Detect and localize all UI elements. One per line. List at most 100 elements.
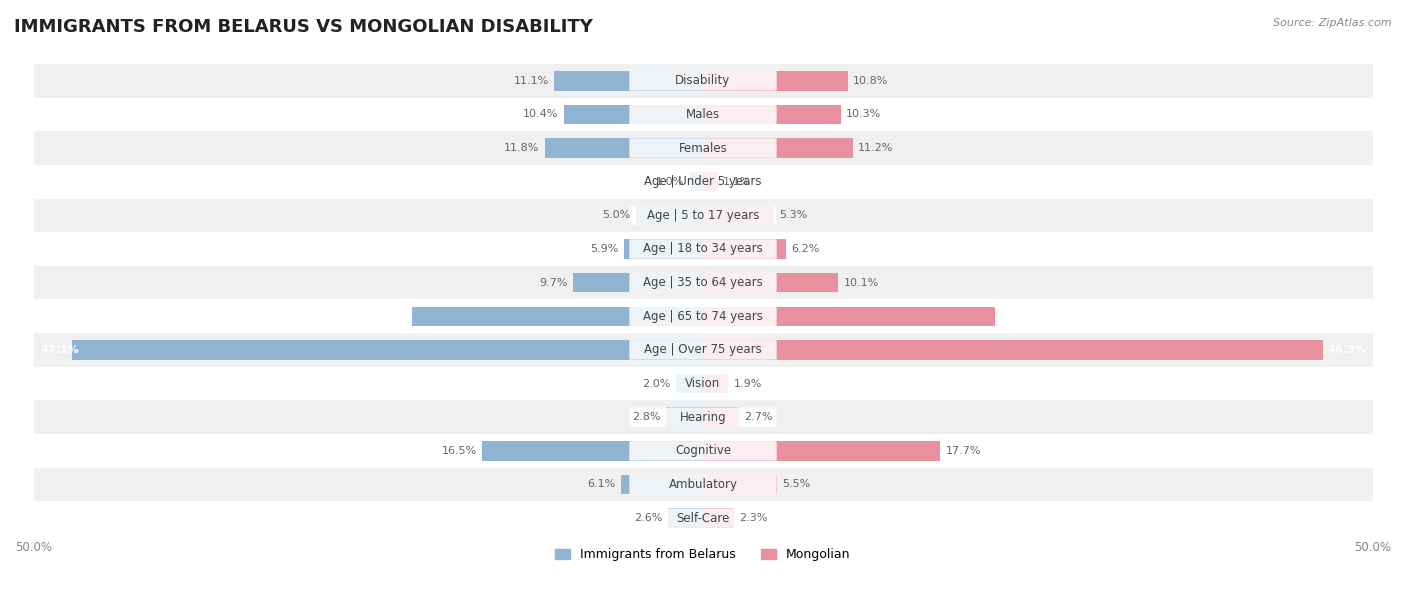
Bar	[703, 138, 853, 158]
Bar	[34, 232, 1372, 266]
Bar	[554, 71, 703, 91]
Bar	[34, 501, 1372, 535]
Text: 1.0%: 1.0%	[657, 177, 685, 187]
Text: Age | 18 to 34 years: Age | 18 to 34 years	[643, 242, 763, 255]
Text: 2.8%: 2.8%	[631, 412, 661, 422]
FancyBboxPatch shape	[630, 307, 776, 326]
Bar	[482, 441, 703, 461]
Text: Age | Over 75 years: Age | Over 75 years	[644, 343, 762, 356]
Text: 5.9%: 5.9%	[591, 244, 619, 254]
Bar	[34, 131, 1372, 165]
Text: 21.8%: 21.8%	[1327, 312, 1365, 321]
Text: 2.0%: 2.0%	[643, 379, 671, 389]
Bar	[621, 475, 703, 494]
Text: 21.7%: 21.7%	[41, 312, 79, 321]
Bar	[668, 509, 703, 528]
Text: Age | 35 to 64 years: Age | 35 to 64 years	[643, 276, 763, 289]
Text: IMMIGRANTS FROM BELARUS VS MONGOLIAN DISABILITY: IMMIGRANTS FROM BELARUS VS MONGOLIAN DIS…	[14, 18, 593, 36]
Text: Ambulatory: Ambulatory	[668, 478, 738, 491]
Bar	[412, 307, 703, 326]
Text: Source: ZipAtlas.com: Source: ZipAtlas.com	[1274, 18, 1392, 28]
Bar	[665, 408, 703, 427]
FancyBboxPatch shape	[630, 206, 776, 225]
Bar	[546, 138, 703, 158]
Text: 11.2%: 11.2%	[858, 143, 894, 153]
Text: 2.6%: 2.6%	[634, 513, 662, 523]
Text: 5.3%: 5.3%	[779, 211, 807, 220]
Text: 5.0%: 5.0%	[602, 211, 631, 220]
Text: Disability: Disability	[675, 74, 731, 88]
FancyBboxPatch shape	[630, 441, 776, 461]
Bar	[34, 165, 1372, 198]
Bar	[703, 475, 776, 494]
Bar	[34, 367, 1372, 400]
FancyBboxPatch shape	[630, 408, 776, 427]
Text: 9.7%: 9.7%	[540, 278, 568, 288]
Text: 10.8%: 10.8%	[853, 76, 889, 86]
Text: 1.9%: 1.9%	[734, 379, 762, 389]
FancyBboxPatch shape	[630, 475, 776, 494]
Legend: Immigrants from Belarus, Mongolian: Immigrants from Belarus, Mongolian	[550, 543, 856, 566]
Text: 6.1%: 6.1%	[588, 479, 616, 490]
Text: 46.3%: 46.3%	[1327, 345, 1365, 355]
Text: 1.1%: 1.1%	[723, 177, 751, 187]
Text: 10.4%: 10.4%	[523, 110, 558, 119]
FancyBboxPatch shape	[630, 105, 776, 124]
Text: Self-Care: Self-Care	[676, 512, 730, 524]
Bar	[574, 273, 703, 293]
Bar	[636, 206, 703, 225]
Bar	[703, 509, 734, 528]
Bar	[34, 468, 1372, 501]
FancyBboxPatch shape	[630, 509, 776, 528]
Text: 10.1%: 10.1%	[844, 278, 879, 288]
Bar	[34, 400, 1372, 434]
Bar	[703, 206, 773, 225]
Bar	[34, 198, 1372, 232]
Bar	[34, 299, 1372, 333]
Bar	[689, 172, 703, 192]
Text: Cognitive: Cognitive	[675, 444, 731, 457]
Bar	[703, 172, 717, 192]
Bar	[703, 105, 841, 124]
Text: Age | 65 to 74 years: Age | 65 to 74 years	[643, 310, 763, 323]
Bar	[703, 71, 848, 91]
FancyBboxPatch shape	[630, 71, 776, 91]
Bar	[703, 307, 995, 326]
FancyBboxPatch shape	[630, 172, 776, 192]
FancyBboxPatch shape	[630, 138, 776, 158]
Text: 11.1%: 11.1%	[513, 76, 548, 86]
Bar	[34, 333, 1372, 367]
Text: 5.5%: 5.5%	[782, 479, 810, 490]
Text: Vision: Vision	[685, 377, 721, 390]
Text: Hearing: Hearing	[679, 411, 727, 424]
Bar	[624, 239, 703, 259]
Bar	[703, 340, 1323, 360]
FancyBboxPatch shape	[630, 340, 776, 360]
Text: 47.1%: 47.1%	[41, 345, 79, 355]
Text: Males: Males	[686, 108, 720, 121]
Text: 10.3%: 10.3%	[846, 110, 882, 119]
Text: 2.7%: 2.7%	[745, 412, 773, 422]
Text: Age | Under 5 years: Age | Under 5 years	[644, 175, 762, 188]
Text: 17.7%: 17.7%	[945, 446, 981, 456]
Text: 11.8%: 11.8%	[505, 143, 540, 153]
Bar	[676, 374, 703, 394]
Bar	[703, 239, 786, 259]
Bar	[564, 105, 703, 124]
Bar	[703, 441, 941, 461]
FancyBboxPatch shape	[630, 239, 776, 259]
Text: Age | 5 to 17 years: Age | 5 to 17 years	[647, 209, 759, 222]
FancyBboxPatch shape	[630, 374, 776, 394]
Bar	[72, 340, 703, 360]
Bar	[34, 97, 1372, 131]
Text: 16.5%: 16.5%	[441, 446, 477, 456]
Bar	[703, 273, 838, 293]
Text: 6.2%: 6.2%	[792, 244, 820, 254]
Bar	[34, 266, 1372, 299]
Bar	[703, 374, 728, 394]
Text: Females: Females	[679, 141, 727, 155]
Bar	[703, 408, 740, 427]
Text: 2.3%: 2.3%	[740, 513, 768, 523]
FancyBboxPatch shape	[630, 273, 776, 293]
Bar	[34, 64, 1372, 97]
